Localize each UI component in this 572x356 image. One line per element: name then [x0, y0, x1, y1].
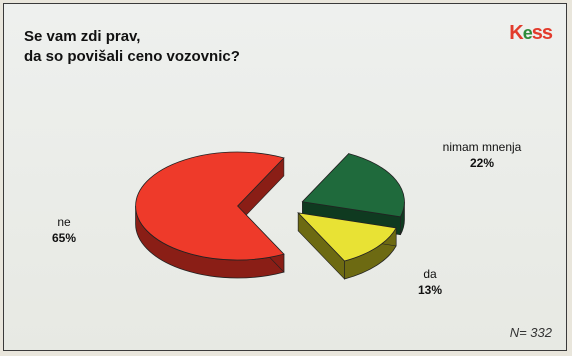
chart-frame: Se vam zdi prav, da so povišali ceno voz… [3, 3, 567, 351]
slice-value-da: 13% [417, 283, 443, 297]
brand-logo: Kess [509, 22, 553, 44]
pie-slice-nimam-mnenja [301, 153, 405, 218]
slice-name-da: da [423, 267, 437, 281]
pie-slice-da [297, 212, 397, 262]
slice-label-da: da 13% [408, 266, 452, 298]
slice-name-ne: ne [57, 215, 71, 229]
slice-label-ne: ne 65% [34, 214, 94, 246]
pie-slice-ne [135, 151, 285, 261]
pie-chart [135, 151, 405, 280]
sample-size-note: N= 332 [509, 325, 552, 340]
title-line-2: da so povišali ceno vozovnic? [24, 48, 240, 65]
slice-value-nimam-mnenja: 22% [469, 156, 495, 170]
title-line-1: Se vam zdi prav, [24, 28, 141, 45]
chart-title: Se vam zdi prav, da so povišali ceno voz… [24, 27, 240, 67]
slice-name-nimam-mnenja: nimam mnenja [442, 140, 522, 154]
slice-value-ne: 65% [51, 231, 77, 245]
slice-label-nimam-mnenja: nimam mnenja 22% [422, 139, 542, 171]
